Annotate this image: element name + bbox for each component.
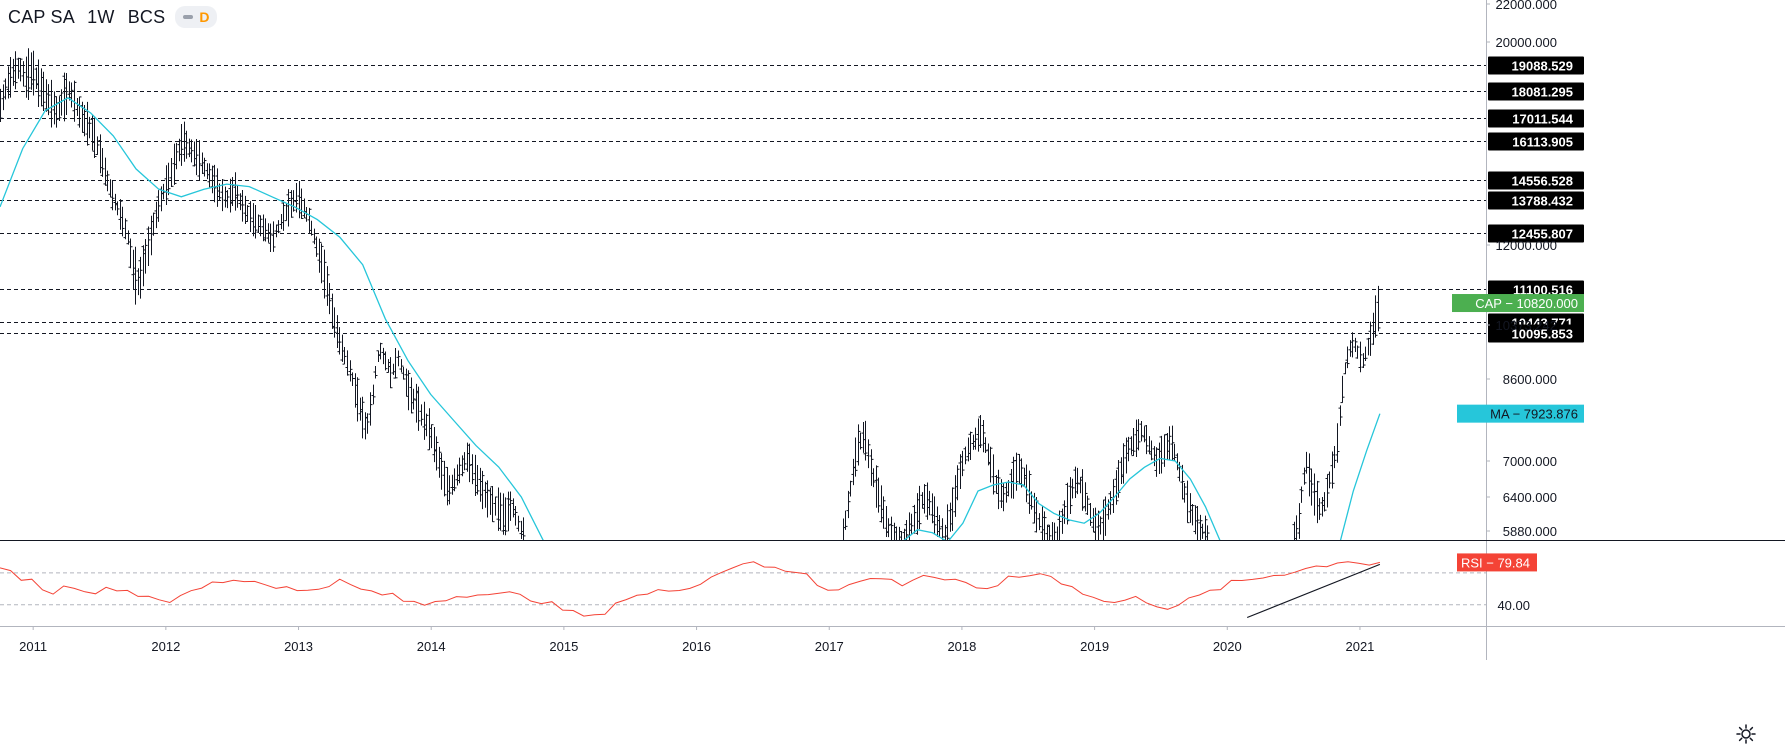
settings-gear-icon[interactable] (1735, 723, 1757, 745)
level-tag-5: 13788.432 (1512, 194, 1573, 209)
data-status-badge[interactable]: D (175, 6, 218, 28)
ma-tag: MA − 7923.876 (1490, 407, 1578, 422)
rsi-tag-bg (1457, 553, 1537, 572)
ma-line-1 (903, 457, 1221, 540)
x-tick-label-0: 2011 (19, 639, 47, 654)
x-tick-label-7: 2018 (947, 639, 976, 654)
level-tag-bg-4 (1488, 171, 1584, 190)
level-tag-3: 16113.905 (1512, 135, 1573, 150)
rsi-line (0, 561, 1381, 617)
symbol-name: CAP SA (8, 6, 74, 27)
minus-icon (183, 15, 194, 19)
rsi-pane (0, 561, 1381, 619)
level-tag-bg-5 (1488, 191, 1584, 210)
level-tag-bg-3 (1488, 132, 1584, 151)
moving-average (0, 97, 1381, 540)
ma-line-2 (1339, 413, 1381, 540)
last-price-tag-bg (1452, 294, 1584, 313)
level-tag-6: 12455.807 (1512, 227, 1573, 242)
y-tick-label-5: 7000.000 (1503, 454, 1557, 469)
horizontal-levels: 19088.529 18081.295 17011.544 16113.905 1455… (0, 56, 1584, 343)
x-tick-label-4: 2015 (549, 639, 578, 654)
interval-label: 1W (87, 6, 115, 27)
ohlc-bars (0, 48, 1381, 540)
y-tick-label-3: 10373.242 (1496, 318, 1557, 333)
x-tick-label-2: 2013 (284, 639, 313, 654)
x-tick-label-3: 2014 (417, 639, 446, 654)
ma-tag-bg (1457, 404, 1584, 423)
symbol-title[interactable]: CAP SA 1W BCS (8, 7, 165, 28)
last-price-tag: CAP − 10820.000 (1475, 296, 1578, 311)
y-tick-label-0: 22000.000 (1496, 0, 1557, 12)
chart-header: CAP SA 1W BCS D (8, 4, 218, 30)
x-tick-label-1: 2012 (151, 639, 180, 654)
x-tick-label-8: 2019 (1080, 639, 1109, 654)
level-tag-bg-0 (1488, 56, 1584, 75)
exchange-label: BCS (127, 6, 166, 27)
level-tag-bg-9 (1488, 324, 1584, 343)
y-tick-label-2: 12000.000 (1496, 238, 1557, 253)
rsi-tag: RSI − 79.84 (1461, 555, 1530, 570)
y-tick-label-7: 5880.000 (1503, 524, 1557, 539)
ma-line-0 (0, 97, 544, 540)
x-tick-label-9: 2020 (1213, 639, 1242, 654)
level-tag-bg-1 (1488, 82, 1584, 101)
level-tag-0: 19088.529 (1512, 59, 1573, 74)
level-tag-4: 14556.528 (1512, 174, 1573, 189)
level-tag-bg-2 (1488, 109, 1584, 128)
rsi-trendline (1246, 563, 1381, 619)
level-tag-2: 17011.544 (1512, 112, 1574, 127)
x-tick-label-10: 2021 (1345, 639, 1374, 654)
y-tick-label-6: 6400.000 (1503, 490, 1557, 505)
x-tick-label-5: 2016 (682, 639, 711, 654)
x-tick-label-6: 2017 (815, 639, 844, 654)
y-tick-label-4: 8600.000 (1503, 372, 1557, 387)
level-tag-1: 18081.295 (1512, 85, 1573, 100)
level-tag-bg-7 (1488, 280, 1584, 299)
level-tag-bg-6 (1488, 224, 1584, 243)
rsi-tick-label-0: 40.00 (1497, 598, 1530, 613)
y-tick-label-1: 20000.000 (1496, 35, 1557, 50)
level-tag-9: 10095.853 (1512, 327, 1573, 342)
badge-letter: D (199, 9, 210, 25)
level-tag-7: 11100.516 (1513, 283, 1573, 298)
